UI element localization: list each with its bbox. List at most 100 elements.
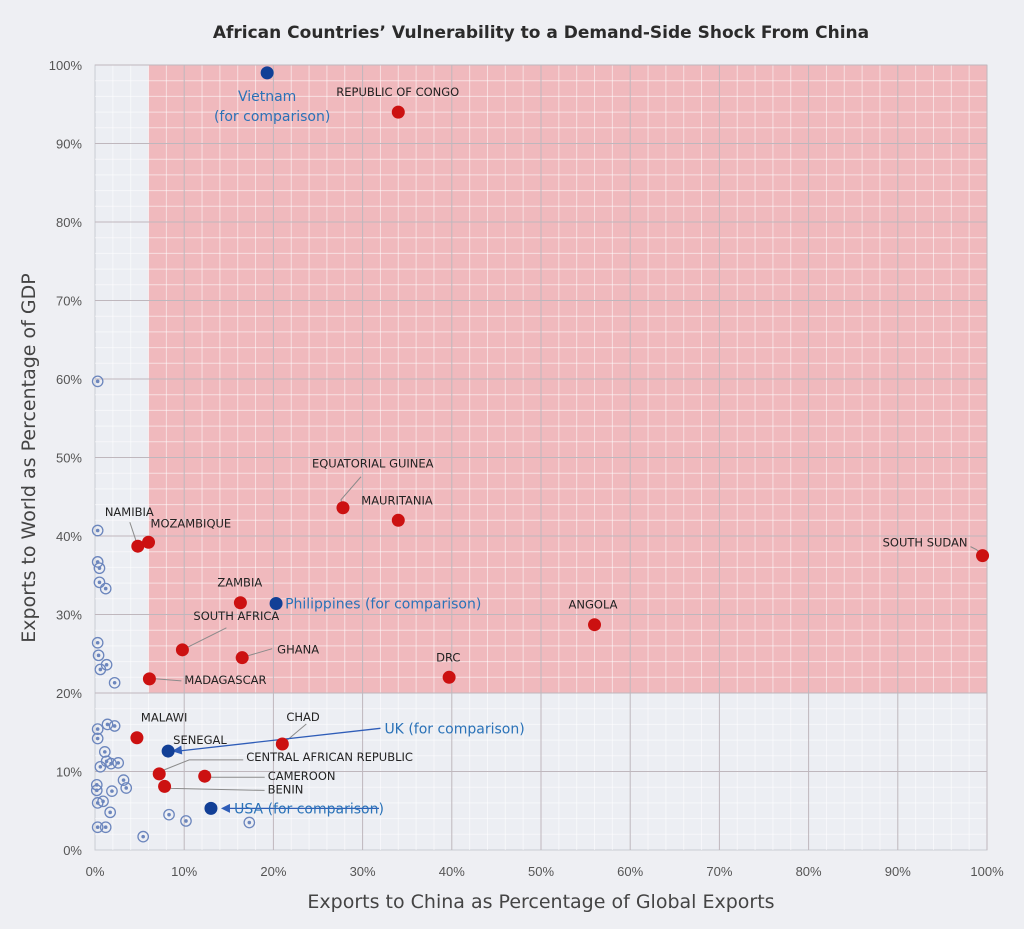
y-tick-label: 20%	[56, 686, 82, 701]
country-label: REPUBLIC OF CONGO	[336, 85, 459, 99]
other-country-point	[104, 806, 117, 819]
other-country-point-core	[108, 810, 112, 815]
vulnerable-country-point	[131, 539, 145, 553]
other-country-point-core	[167, 812, 171, 817]
other-country-point-core	[94, 788, 99, 793]
other-country-point-core	[247, 820, 252, 825]
other-country-point-core	[96, 653, 101, 658]
vulnerable-country-point	[142, 672, 156, 686]
other-country-point-core	[98, 667, 103, 672]
y-tick-label: 40%	[56, 529, 82, 544]
other-country-point	[91, 524, 104, 537]
other-country-point	[108, 720, 121, 732]
other-country-point	[91, 556, 104, 568]
other-country-point-core	[112, 680, 117, 685]
other-country-point	[93, 562, 106, 575]
other-countries	[90, 375, 256, 843]
x-tick-label: 70%	[706, 864, 732, 879]
other-country-point-core	[104, 662, 109, 667]
comparison-label: USA (for comparison)	[234, 801, 384, 817]
vulnerable-country-point	[175, 643, 189, 657]
country-label: GHANA	[277, 643, 319, 657]
vulnerable-countries	[130, 105, 990, 793]
country-label: NAMIBIA	[105, 505, 154, 519]
y-tick-label: 10%	[56, 765, 82, 780]
x-tick-label: 60%	[617, 864, 643, 879]
x-tick-label: 100%	[970, 864, 1004, 879]
other-country-point-core	[103, 825, 108, 830]
x-axis-ticks: 0% 10% 20% 30% 40% 50% 60% 70% 80% 90% 100%	[86, 864, 1004, 879]
x-axis-title: Exports to China as Percentage of Global…	[307, 891, 774, 913]
country-label: CAMEROON	[268, 769, 336, 783]
country-label: MAURITANIA	[361, 493, 433, 507]
other-country-point-core	[103, 750, 107, 754]
comparison-country-point	[161, 744, 175, 758]
other-country-point	[108, 676, 121, 689]
y-tick-label: 90%	[56, 137, 82, 152]
other-country-point	[106, 785, 118, 797]
x-tick-label: 20%	[260, 864, 286, 879]
other-country-point	[180, 815, 192, 827]
other-country-point-core	[98, 764, 103, 769]
other-country-point	[90, 784, 103, 797]
other-country-point	[120, 782, 133, 794]
other-country-point	[163, 808, 175, 821]
y-tick-label: 100%	[49, 58, 83, 73]
uk-arrow-head	[171, 745, 183, 755]
other-country-point	[93, 576, 106, 589]
y-tick-label: 0%	[63, 843, 82, 858]
major-gridlines	[95, 64, 988, 850]
other-country-point-core	[105, 722, 110, 727]
country-label: CHAD	[286, 710, 320, 724]
vulnerable-country-point	[275, 737, 289, 751]
other-country-point	[97, 795, 109, 808]
other-country-point	[99, 582, 112, 595]
other-country-point-core	[184, 819, 188, 823]
other-country-point	[243, 816, 256, 829]
other-country-point	[94, 760, 107, 773]
vulnerable-country-point	[391, 513, 405, 527]
chart-title: African Countries’ Vulnerability to a De…	[213, 23, 869, 43]
comparison-label: Vietnam	[238, 89, 296, 105]
country-label: ZAMBIA	[217, 576, 262, 590]
comparison-label: Philippines (for comparison)	[285, 597, 481, 613]
y-tick-label: 60%	[56, 372, 82, 387]
country-label: SOUTH SUDAN	[883, 536, 968, 550]
other-country-point	[92, 649, 105, 662]
x-tick-label: 50%	[528, 864, 554, 879]
country-label: EQUATORIAL GUINEA	[312, 457, 434, 471]
other-country-point	[99, 821, 112, 834]
country-label: DRC	[436, 650, 460, 664]
other-country-point-core	[95, 727, 100, 731]
country-label: MALAWI	[141, 711, 187, 725]
vulnerable-country-point	[336, 501, 350, 515]
other-country-point	[91, 732, 104, 745]
vulnerable-country-point	[158, 779, 172, 793]
other-country-point-core	[109, 761, 113, 766]
other-country-point-core	[97, 580, 102, 585]
comparison-label: (for comparison)	[214, 109, 330, 125]
uk-comparison-label: UK (for comparison)	[384, 721, 524, 737]
other-country-point-core	[116, 761, 120, 765]
comparison-country-point	[269, 597, 283, 611]
y-tick-label: 30%	[56, 608, 82, 623]
country-label: CENTRAL AFRICAN REPUBLIC	[246, 750, 413, 764]
other-country-point	[105, 757, 117, 770]
other-country-point-core	[97, 566, 102, 570]
x-tick-label: 0%	[86, 864, 105, 879]
country-label: MADAGASCAR	[184, 673, 266, 687]
other-country-point-core	[112, 724, 117, 728]
vulnerable-country-point	[198, 769, 212, 783]
comparison-country-point	[260, 66, 274, 80]
other-country-point-core	[101, 799, 105, 804]
other-country-point-core	[141, 834, 145, 839]
other-country-point-core	[121, 778, 126, 782]
other-country-point-core	[95, 736, 100, 741]
comparison-label: SENEGAL	[173, 733, 227, 747]
other-country-point-core	[110, 789, 114, 793]
y-tick-label: 70%	[56, 294, 82, 309]
y-tick-label: 50%	[56, 451, 82, 466]
other-country-point-core	[95, 528, 100, 533]
vulnerable-country-point	[588, 618, 602, 632]
